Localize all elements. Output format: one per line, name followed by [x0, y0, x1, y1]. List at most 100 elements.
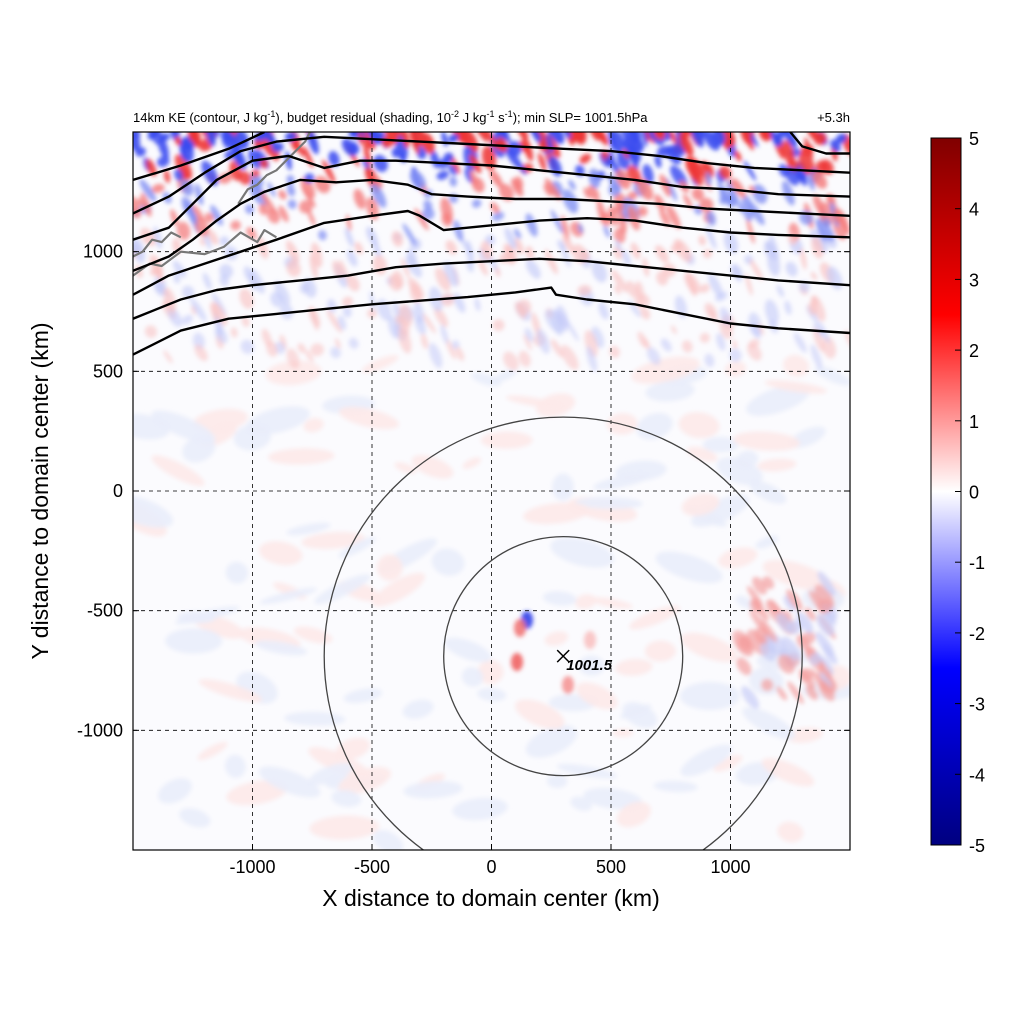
colorbar-tick-label: -5 — [969, 836, 985, 856]
shading-blob — [811, 669, 828, 692]
shading-blob — [307, 209, 316, 227]
colorbar-tick-label: 5 — [969, 129, 979, 149]
shading-blob — [490, 202, 500, 214]
shading-blob — [704, 302, 718, 320]
shading-blob — [402, 699, 434, 719]
shading-blob — [391, 231, 403, 247]
ke-contour-line — [789, 132, 850, 155]
shading-blob — [192, 204, 204, 222]
shading-blob — [637, 206, 648, 217]
shading-blob — [180, 148, 188, 162]
shading-blob — [593, 132, 609, 146]
shading-blob — [492, 319, 505, 332]
shading-blob — [646, 347, 661, 365]
shading-blob — [498, 132, 511, 144]
shading-blob — [582, 249, 590, 261]
shading-blob — [489, 169, 503, 188]
shading-blob — [761, 758, 815, 787]
shading-blob — [330, 346, 341, 359]
shading-blob — [746, 384, 811, 416]
shading-blob — [769, 599, 782, 616]
shading-blob — [225, 561, 249, 584]
shading-blob — [810, 344, 823, 370]
shading-blob — [747, 201, 765, 226]
shading-blob — [334, 338, 341, 349]
shading-blob — [480, 240, 493, 261]
shading-blob — [402, 132, 410, 149]
shading-blob — [165, 628, 223, 654]
shading-blob — [284, 711, 346, 726]
shading-blob — [760, 619, 778, 643]
shading-blob — [752, 576, 767, 595]
shading-blob — [201, 160, 219, 186]
shading-blob — [495, 267, 501, 278]
shading-blob — [579, 153, 592, 164]
chart-title: 14km KE (contour, J kg-1), budget residu… — [133, 109, 648, 125]
shading-blob — [514, 238, 524, 255]
shading-blob — [785, 261, 798, 277]
shading-blob — [741, 686, 759, 709]
shading-blob — [577, 284, 592, 296]
shading-blob — [137, 198, 144, 206]
coastline — [133, 229, 277, 277]
shading-blob — [571, 132, 587, 145]
shading-blob — [384, 132, 399, 144]
shading-blob — [492, 211, 505, 222]
shading-blob — [297, 343, 306, 354]
shading-blob — [372, 572, 425, 607]
x-tick-label: 500 — [596, 857, 626, 877]
shading-blob — [777, 821, 804, 843]
shading-blob — [305, 349, 314, 363]
shading-blob — [423, 199, 433, 212]
shading-blob — [543, 591, 577, 606]
shading-blob — [798, 281, 810, 293]
shading-blob — [522, 136, 534, 162]
shading-blob — [266, 208, 280, 224]
shading-blob — [342, 305, 352, 318]
shading-blob — [544, 178, 562, 201]
shading-blob — [147, 132, 158, 140]
x-tick-label: -1000 — [229, 857, 275, 877]
colorbar-tick-label: -4 — [969, 765, 985, 785]
shading-blob — [207, 229, 219, 245]
shading-blob — [287, 199, 297, 209]
shading-blob — [445, 240, 457, 255]
shading-blob — [699, 332, 710, 343]
shading-blob — [373, 830, 404, 850]
shading-blob — [174, 154, 193, 180]
shading-blob — [702, 436, 739, 453]
coastlines — [133, 132, 311, 277]
shading-blob — [636, 178, 654, 201]
shading-blob — [706, 210, 716, 226]
shading-blob — [204, 212, 214, 223]
shading-blob — [286, 522, 331, 536]
shading-blob — [776, 613, 793, 633]
shading-blob — [565, 319, 579, 342]
shading-blob — [781, 636, 801, 661]
shading-blob — [715, 291, 728, 302]
shading-blob — [303, 278, 317, 298]
coastline — [237, 132, 311, 205]
shading-blob — [259, 158, 269, 169]
shading-blob — [392, 270, 404, 289]
shading-blob — [733, 431, 800, 451]
shading-blob — [817, 571, 836, 596]
shading-blob — [685, 156, 702, 180]
shading-blob — [387, 315, 400, 339]
shading-blob — [796, 611, 814, 634]
shading-blob — [514, 619, 526, 637]
shading-blob — [259, 587, 317, 605]
colorbar-tick-label: -2 — [969, 624, 985, 644]
shading-blob — [230, 220, 241, 231]
shading-blob — [608, 205, 619, 227]
shading-blob — [681, 340, 693, 353]
shading-blob — [240, 339, 254, 354]
shading-blob — [308, 306, 321, 328]
shading-blob — [464, 168, 473, 183]
shading-blob — [326, 309, 343, 333]
shading-blob — [641, 132, 648, 147]
shading-blob — [403, 781, 463, 799]
shading-blob — [562, 189, 579, 214]
shading-blob — [477, 659, 504, 685]
y-tick-label: 1000 — [83, 242, 123, 262]
